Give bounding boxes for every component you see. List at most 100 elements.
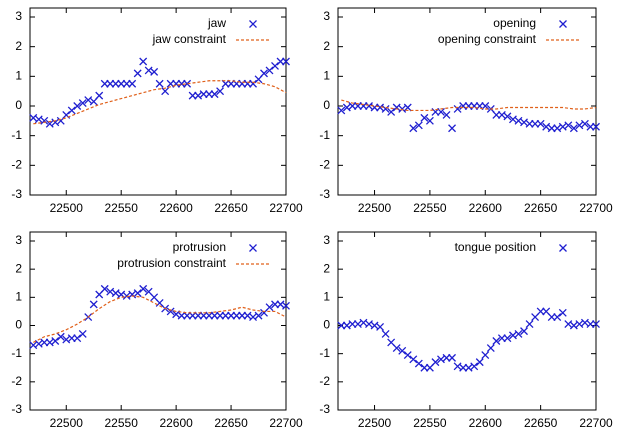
data-point — [260, 69, 268, 78]
y-tick-label: -1 — [319, 346, 330, 360]
x-tick-label: 22700 — [269, 201, 303, 215]
data-point — [481, 351, 490, 360]
data-point — [592, 122, 600, 131]
data-point — [520, 327, 528, 336]
data-point — [183, 79, 192, 88]
legend-swatch — [249, 20, 257, 28]
data-point — [78, 329, 87, 338]
legend-label: opening constraint — [438, 32, 537, 46]
data-point — [392, 103, 401, 112]
data-point — [89, 300, 98, 309]
data-point — [414, 359, 423, 368]
x-tick-label: 22550 — [105, 201, 139, 215]
data-point — [536, 119, 545, 128]
legend-swatch — [249, 244, 257, 252]
data-point — [210, 90, 219, 99]
data-point — [403, 103, 412, 112]
legend-label: jaw — [207, 16, 226, 30]
x-tick-label: 22600 — [159, 201, 193, 215]
data-point — [150, 67, 159, 76]
data-point — [542, 122, 551, 131]
data-point — [580, 119, 589, 128]
data-point — [514, 329, 523, 338]
x-tick-label: 22650 — [214, 201, 248, 215]
data-point — [592, 320, 600, 329]
y-tick-label: 0 — [323, 98, 330, 112]
plot-frame — [337, 7, 597, 196]
data-point — [271, 61, 279, 70]
legend-label: tongue position — [455, 240, 536, 254]
x-tick-label: 22650 — [214, 416, 248, 430]
legend-label: jaw constraint — [152, 32, 227, 46]
y-tick-label: -3 — [11, 187, 22, 201]
plot-frame — [29, 231, 287, 411]
x-tick-label: 22650 — [524, 416, 558, 430]
data-point — [161, 87, 170, 96]
y-tick-label: 2 — [323, 39, 330, 53]
data-point — [342, 103, 351, 112]
data-point — [564, 121, 573, 130]
legend-swatch — [559, 20, 567, 28]
data-point — [155, 79, 164, 88]
data-point — [387, 107, 396, 116]
legend-label: opening — [493, 16, 536, 30]
data-point — [575, 121, 584, 130]
data-point — [475, 358, 484, 367]
data-point — [553, 313, 562, 322]
panel: -3 -2 -1 0 1 2 3 22500 22550 22600 22650 22700 protr… — [11, 231, 303, 430]
data-point — [492, 337, 501, 345]
y-tick-label: -3 — [319, 402, 330, 416]
x-tick-label: 22700 — [579, 416, 613, 430]
data-point — [425, 116, 434, 125]
y-tick-label: 0 — [323, 318, 330, 332]
data-point — [470, 362, 479, 371]
data-point — [265, 303, 274, 312]
data-point — [282, 57, 290, 66]
data-point — [40, 116, 49, 125]
data-point — [265, 66, 274, 75]
data-point — [337, 106, 346, 115]
data-point — [403, 351, 412, 360]
x-tick-label: 22600 — [469, 416, 503, 430]
data-point — [95, 91, 104, 100]
y-tick-label: -3 — [11, 402, 22, 416]
data-point — [398, 346, 407, 355]
data-point — [431, 358, 440, 367]
y-tick-label: 1 — [15, 290, 22, 304]
x-tick-label: 22700 — [269, 416, 303, 430]
y-tick-label: 0 — [15, 98, 22, 112]
data-point — [249, 79, 257, 88]
y-tick-label: -2 — [11, 374, 22, 388]
y-tick-label: -2 — [11, 158, 22, 172]
y-tick-label: 1 — [323, 290, 330, 304]
data-point — [497, 110, 506, 119]
data-point — [514, 116, 523, 125]
data-point — [553, 124, 562, 133]
legend-swatch — [559, 244, 567, 252]
data-point — [409, 355, 418, 364]
y-tick-label: -1 — [319, 128, 330, 142]
data-point — [254, 311, 263, 320]
data-point — [282, 301, 290, 310]
data-point — [558, 308, 567, 317]
y-tick-label: 2 — [15, 261, 22, 275]
data-point — [453, 105, 462, 113]
constraint-line — [33, 80, 287, 125]
y-tick-label: 1 — [323, 69, 330, 83]
data-point — [73, 334, 82, 343]
y-tick-label: 2 — [323, 261, 330, 275]
data-point — [67, 106, 76, 115]
x-tick-label: 22550 — [413, 201, 447, 215]
plot-frame — [337, 231, 597, 411]
constraint-line — [33, 295, 287, 343]
data-point — [486, 344, 495, 352]
data-point — [128, 79, 137, 88]
data-point — [51, 337, 60, 345]
y-tick-label: -1 — [11, 346, 22, 360]
y-tick-label: -1 — [11, 128, 22, 142]
y-tick-label: 1 — [15, 69, 22, 83]
data-point — [525, 320, 534, 329]
data-point — [392, 344, 401, 352]
